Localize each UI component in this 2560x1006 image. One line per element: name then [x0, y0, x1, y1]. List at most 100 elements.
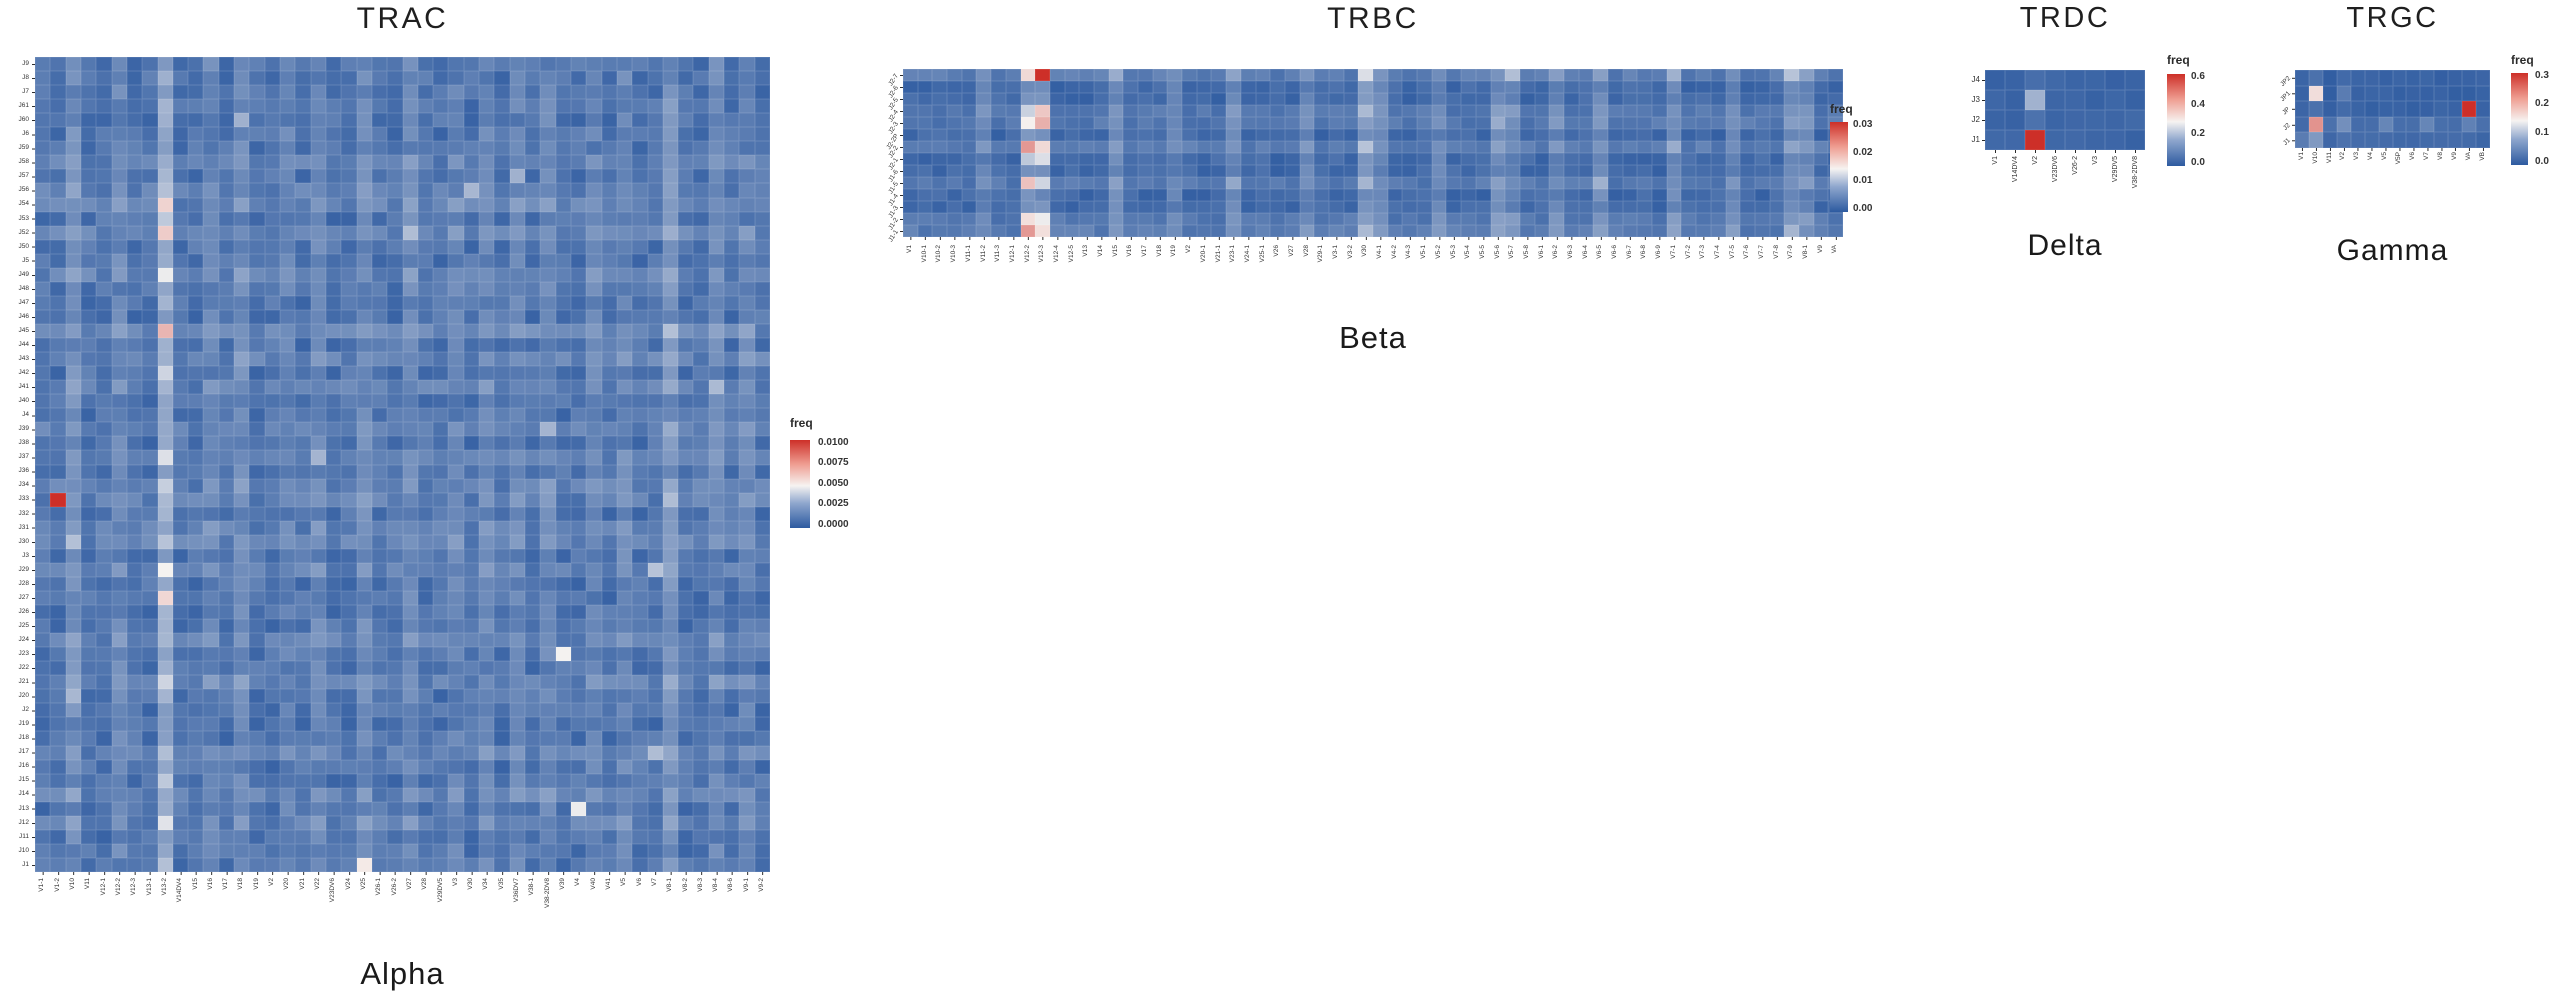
heatmap-cell — [632, 464, 648, 479]
heatmap-cell — [1314, 141, 1329, 153]
heatmap-cell — [1373, 225, 1388, 237]
heatmap-cell — [1343, 177, 1359, 189]
heatmap-cell — [601, 857, 617, 872]
y-axis-tick-label: J30 — [18, 537, 29, 545]
heatmap-cell — [662, 366, 679, 381]
heatmap-cell — [647, 689, 663, 704]
heatmap-cell — [525, 801, 541, 816]
heatmap-cell — [724, 183, 740, 198]
heatmap-cell — [280, 605, 296, 620]
heatmap-cell — [693, 534, 709, 549]
heatmap-cell — [1182, 153, 1197, 165]
heatmap-cell — [142, 211, 158, 226]
heatmap-cell — [525, 239, 541, 254]
heatmap-cell — [80, 759, 97, 774]
heatmap-cell — [1813, 81, 1829, 93]
heatmap-cell — [525, 703, 541, 718]
heatmap-cell — [280, 127, 296, 142]
heatmap-cell — [1005, 69, 1021, 81]
heatmap-cell — [295, 829, 311, 844]
heatmap-cell — [280, 253, 296, 268]
heatmap-cell — [1123, 165, 1138, 177]
heatmap-cell — [310, 478, 326, 493]
y-axis-tick-label: J3 — [22, 551, 29, 559]
heatmap-cell — [479, 857, 495, 872]
heatmap-cell — [1255, 225, 1271, 237]
heatmap-cell — [234, 492, 250, 507]
y-axis-tick-label: J59 — [18, 144, 29, 152]
heatmap-cell — [525, 253, 541, 268]
heatmap-cell — [662, 267, 679, 282]
heatmap-cell — [463, 492, 480, 507]
heatmap-cell — [234, 857, 250, 872]
heatmap-cell — [1519, 129, 1535, 141]
heatmap-cell — [35, 801, 51, 816]
heatmap-cell — [1461, 153, 1476, 165]
heatmap-cell — [463, 57, 480, 72]
heatmap-cell — [1152, 189, 1168, 201]
heatmap-cell — [310, 576, 326, 591]
heatmap-cell — [1299, 81, 1315, 93]
heatmap-cell — [2434, 101, 2449, 117]
heatmap-cell — [111, 520, 127, 535]
heatmap-cell — [157, 506, 173, 521]
heatmap-cell — [540, 225, 556, 240]
heatmap-cell — [647, 309, 663, 324]
heatmap-cell — [417, 309, 434, 324]
heatmap-cell — [479, 801, 495, 816]
heatmap-cell — [35, 211, 51, 226]
legend-tick-label: 0.1 — [2535, 126, 2549, 138]
heatmap-cell — [295, 422, 311, 437]
heatmap-cell — [402, 352, 418, 367]
heatmap-cell — [1064, 225, 1080, 237]
heatmap-cell — [417, 366, 434, 381]
heatmap-cell — [234, 534, 250, 549]
heatmap-cell — [662, 338, 679, 353]
heatmap-cell — [35, 169, 51, 184]
heatmap-cell — [310, 759, 326, 774]
heatmap-cell — [50, 197, 66, 212]
y-axis-tick-label: J21 — [18, 677, 29, 685]
heatmap-cell — [172, 85, 189, 100]
heatmap-cell — [693, 436, 709, 451]
heatmap-cell — [448, 576, 464, 591]
heatmap-cell — [494, 71, 510, 86]
heatmap-cell — [616, 422, 633, 437]
heatmap-cell — [417, 619, 434, 634]
heatmap-cell — [540, 239, 556, 254]
heatmap-cell — [1431, 177, 1447, 189]
heatmap-cell — [754, 520, 770, 535]
heatmap-cell — [111, 661, 127, 676]
heatmap-cell — [218, 492, 235, 507]
legend-tick-label: 0.0050 — [818, 477, 849, 489]
heatmap-cell — [325, 127, 342, 142]
x-axis-tick-label: V5-5 — [1478, 245, 1486, 259]
heatmap-cell — [448, 141, 464, 156]
heatmap-cell — [463, 211, 480, 226]
heatmap-cell — [601, 352, 617, 367]
heatmap-cell — [356, 773, 372, 788]
heatmap-cell — [157, 253, 173, 268]
heatmap-cell — [1211, 201, 1227, 213]
heatmap-cell — [157, 71, 173, 86]
heatmap-cell — [65, 211, 81, 226]
heatmap-cell — [1226, 213, 1241, 225]
heatmap-cell — [1563, 213, 1579, 225]
heatmap-cell — [1226, 69, 1241, 81]
heatmap-cell — [310, 520, 326, 535]
heatmap-cell — [616, 534, 633, 549]
x-axis-tick-label: V1 — [2297, 152, 2305, 160]
heatmap-cell — [387, 127, 403, 142]
heatmap-cell — [932, 129, 948, 141]
heatmap-cell — [662, 155, 679, 170]
heatmap-cell — [371, 787, 388, 802]
heatmap-cell — [1769, 129, 1785, 141]
heatmap-cell — [739, 127, 755, 142]
heatmap-cell — [616, 562, 633, 577]
heatmap-cell — [157, 773, 173, 788]
heatmap-cell — [371, 380, 388, 395]
heatmap-cell — [678, 745, 694, 760]
heatmap-cell — [111, 155, 127, 170]
heatmap-cell — [295, 661, 311, 676]
heatmap-cell — [1211, 177, 1227, 189]
